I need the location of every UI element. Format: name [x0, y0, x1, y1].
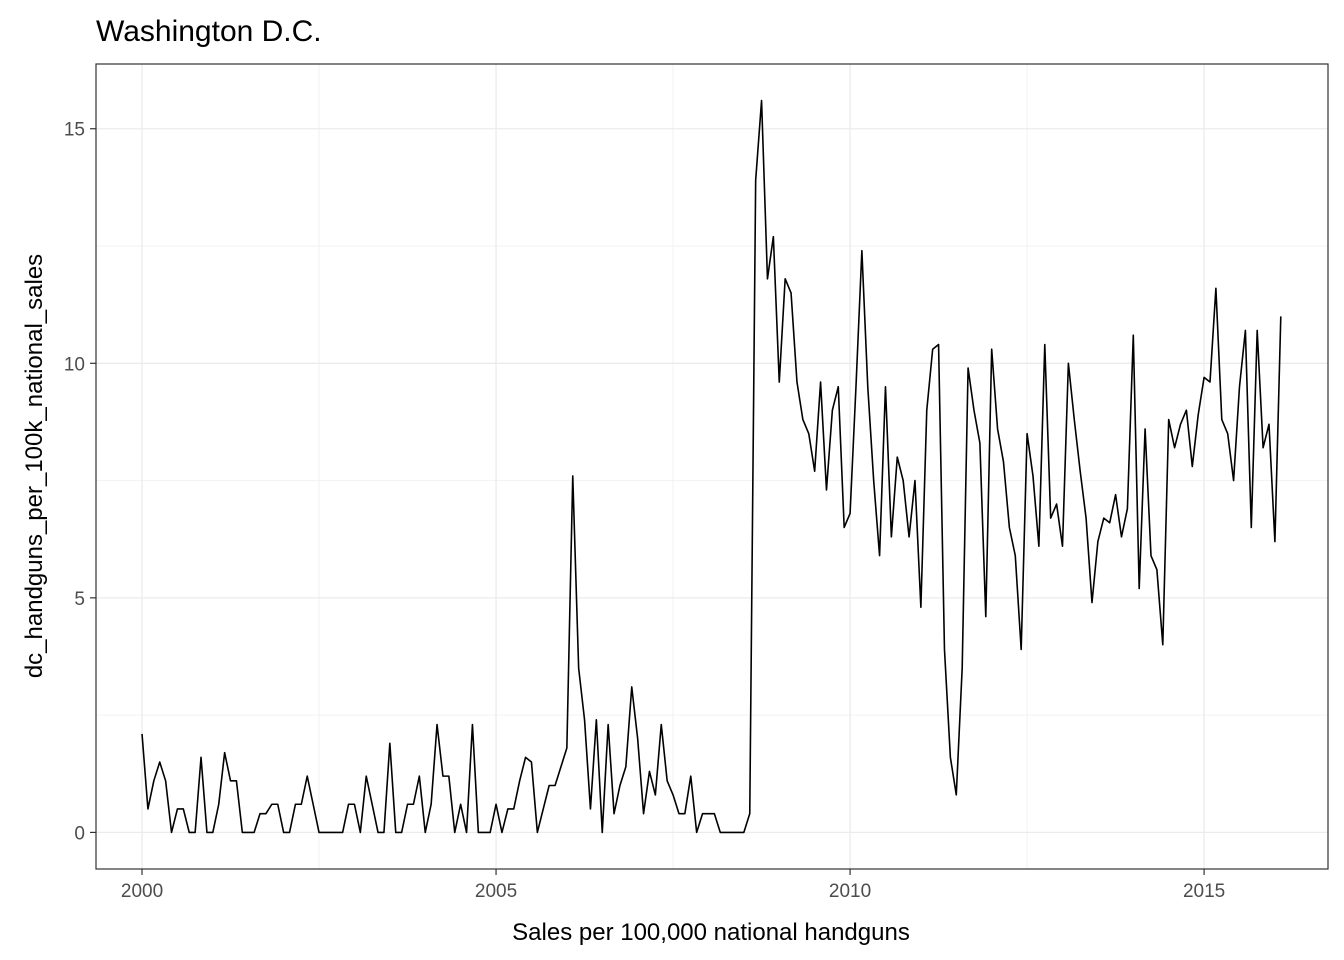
major-gridlines	[96, 64, 1328, 869]
plot-panel-border	[95, 63, 1329, 870]
y-axis: 0 5 10 15	[64, 120, 96, 844]
chart-title: Washington D.C.	[96, 15, 322, 48]
x-axis-title: Sales per 100,000 national handguns	[512, 919, 910, 946]
x-tick-label: 2010	[829, 881, 871, 902]
y-tick-label: 5	[74, 589, 85, 610]
y-tick-label: 10	[64, 354, 85, 375]
series-line	[141, 99, 1282, 834]
x-tick-label: 2015	[1183, 881, 1225, 902]
y-tick-label: 0	[74, 823, 85, 844]
y-axis-title: dc_handguns_per_100k_national_sales	[21, 254, 48, 678]
x-axis: 2000 2005 2010 2015	[121, 869, 1225, 902]
minor-gridlines	[96, 64, 1328, 869]
x-tick-label: 2000	[121, 881, 163, 902]
x-tick-label: 2005	[475, 881, 517, 902]
y-tick-label: 15	[64, 120, 85, 141]
